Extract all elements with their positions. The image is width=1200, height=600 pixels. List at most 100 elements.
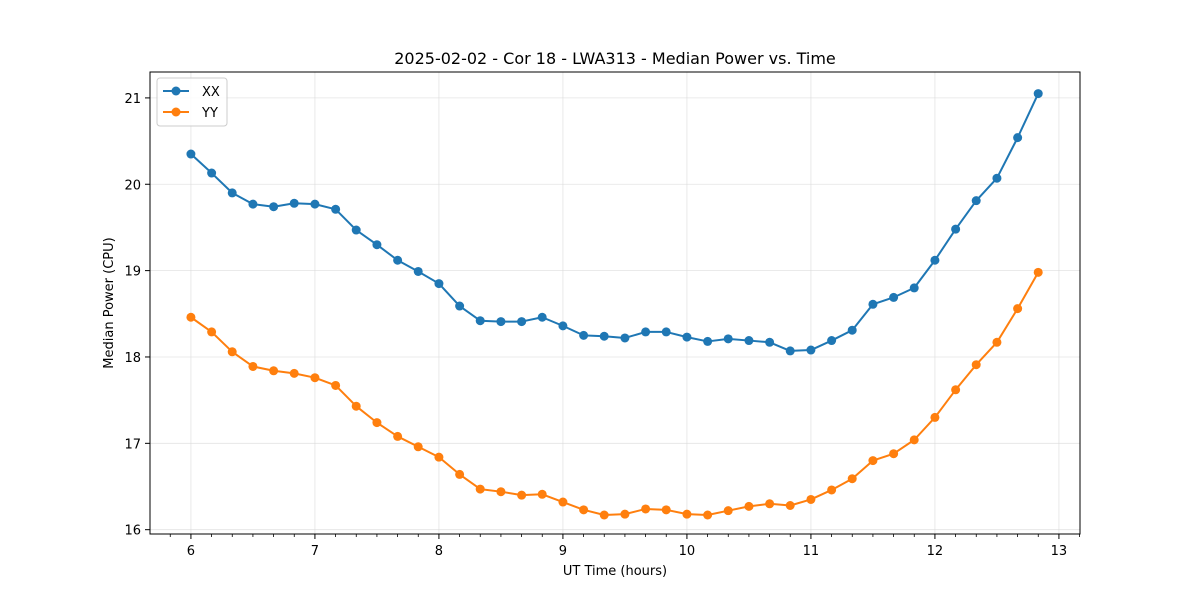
data-point-yy — [930, 412, 940, 422]
data-point-yy — [1033, 267, 1043, 277]
data-point-yy — [207, 327, 217, 337]
data-point-xx — [413, 266, 423, 276]
data-point-xx — [785, 346, 795, 356]
y-tick-label: 21 — [124, 92, 141, 107]
legend: XX YY — [156, 77, 228, 127]
data-point-yy — [703, 510, 713, 520]
data-point-xx — [289, 198, 299, 208]
y-tick-label: 18 — [124, 351, 141, 366]
y-axis-label: Median Power (CPU) — [102, 237, 117, 368]
x-axis-label: UT Time (hours) — [563, 564, 667, 579]
data-point-xx — [496, 317, 506, 327]
y-tick-label: 20 — [124, 178, 141, 193]
data-point-xx — [806, 345, 816, 355]
x-tick-label: 12 — [927, 544, 944, 559]
legend-marker-yy — [171, 107, 181, 117]
series-line-xx — [190, 93, 1040, 352]
y-tick-label: 16 — [124, 524, 141, 539]
data-point-xx — [847, 325, 857, 335]
data-point-yy — [186, 312, 196, 322]
data-point-yy — [971, 360, 981, 370]
data-point-yy — [455, 469, 465, 479]
data-point-yy — [269, 366, 279, 376]
data-point-yy — [661, 505, 671, 515]
data-point-xx — [248, 199, 258, 209]
data-point-yy — [765, 499, 775, 509]
data-point-xx — [868, 299, 878, 309]
data-point-yy — [599, 510, 609, 520]
data-point-yy — [351, 401, 361, 411]
data-point-xx — [599, 331, 609, 341]
data-point-yy — [641, 504, 651, 514]
chart-title: 2025-02-02 - Cor 18 - LWA313 - Median Po… — [394, 49, 836, 68]
data-point-xx — [558, 321, 568, 331]
series-layer — [186, 89, 1043, 520]
data-point-yy — [723, 506, 733, 516]
data-point-xx — [227, 188, 237, 198]
data-point-xx — [579, 330, 589, 340]
data-point-yy — [744, 501, 754, 511]
data-point-xx — [827, 336, 837, 346]
data-point-xx — [1013, 133, 1023, 143]
data-point-yy — [517, 490, 527, 500]
data-point-yy — [475, 484, 485, 494]
data-point-yy — [331, 380, 341, 390]
data-point-yy — [992, 337, 1002, 347]
legend-marker-xx — [171, 86, 181, 96]
legend-label-xx: XX — [202, 85, 220, 100]
data-point-yy — [951, 385, 961, 395]
data-point-xx — [186, 149, 196, 159]
data-point-yy — [289, 368, 299, 378]
data-point-yy — [1013, 304, 1023, 314]
data-point-xx — [661, 327, 671, 337]
x-tick-label: 11 — [803, 544, 820, 559]
x-tick-label: 8 — [435, 544, 443, 559]
x-tick-label: 7 — [311, 544, 319, 559]
data-point-yy — [620, 509, 630, 519]
data-point-yy — [537, 489, 547, 499]
data-point-xx — [331, 204, 341, 214]
data-point-yy — [248, 361, 258, 371]
data-point-xx — [455, 301, 465, 311]
axis-ticks: 6 7 8 9 10 11 12 13 16 17 18 19 20 21 — [124, 92, 1080, 559]
data-point-xx — [310, 199, 320, 209]
data-point-xx — [434, 279, 444, 289]
x-tick-label: 13 — [1051, 544, 1068, 559]
plot-frame — [149, 71, 1081, 535]
x-tick-label: 10 — [679, 544, 696, 559]
data-point-yy — [393, 431, 403, 441]
y-tick-label: 17 — [124, 437, 141, 452]
x-tick-label: 9 — [559, 544, 567, 559]
data-point-xx — [517, 317, 527, 327]
data-point-yy — [558, 497, 568, 507]
data-point-xx — [207, 168, 217, 178]
data-point-yy — [413, 442, 423, 452]
data-point-yy — [889, 449, 899, 459]
data-point-xx — [889, 292, 899, 302]
data-point-xx — [351, 225, 361, 235]
data-point-xx — [930, 255, 940, 265]
data-point-yy — [868, 456, 878, 466]
data-point-xx — [537, 312, 547, 322]
data-point-xx — [765, 337, 775, 347]
y-tick-label: 19 — [124, 265, 141, 280]
data-point-xx — [269, 202, 279, 212]
data-point-yy — [372, 418, 382, 428]
data-point-xx — [393, 255, 403, 265]
data-point-yy — [847, 474, 857, 484]
data-point-xx — [992, 173, 1002, 183]
data-point-yy — [434, 452, 444, 462]
legend-label-yy: YY — [201, 106, 218, 121]
data-point-yy — [310, 373, 320, 383]
data-point-xx — [723, 334, 733, 344]
data-point-xx — [682, 332, 692, 342]
data-point-yy — [806, 494, 816, 504]
data-point-xx — [641, 327, 651, 337]
x-tick-label: 6 — [187, 544, 195, 559]
data-point-xx — [909, 283, 919, 293]
data-point-yy — [227, 347, 237, 357]
data-point-xx — [1033, 89, 1043, 99]
data-point-xx — [951, 224, 961, 234]
data-point-xx — [744, 336, 754, 346]
